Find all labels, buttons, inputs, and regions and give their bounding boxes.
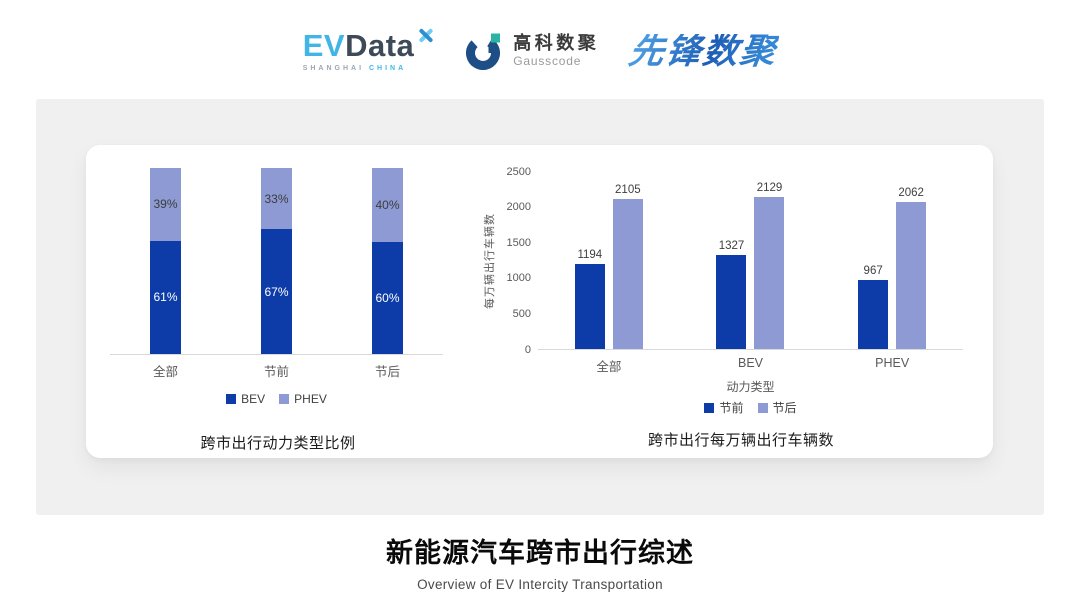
legend-label: PHEV bbox=[294, 392, 327, 406]
y-tick-label: 1000 bbox=[506, 272, 531, 285]
legend-item-节后: 节后 bbox=[757, 399, 797, 416]
bar bbox=[716, 254, 747, 349]
evdata-data-text: Data bbox=[345, 28, 415, 63]
bar-节前-BEV: 1327 bbox=[716, 239, 747, 349]
bar-value-label: 1194 bbox=[577, 249, 603, 261]
gausscode-g-icon bbox=[466, 33, 501, 70]
bar-value-label: 1327 bbox=[718, 239, 745, 252]
bar-group-全部: 1194 2105 bbox=[574, 184, 643, 349]
gausscode-en-name: Gausscode bbox=[513, 54, 582, 69]
bar-segment-BEV: 60% bbox=[372, 242, 403, 354]
bar-segment-BEV: 67% bbox=[261, 229, 292, 354]
stacked-bar-chart: 39% 61% 33% 67% 40% 60% 全部 节前 节后 BEV PHEV 跨市出行动力… bbox=[110, 168, 446, 453]
evdata-china-text: CHINA bbox=[369, 65, 407, 72]
x-category-label: 全部 bbox=[152, 365, 178, 379]
grouped-plot-column: 1194 2105 1327 2129 967 2062 全部 BEV PHEV 动力类型 节… bbox=[538, 172, 963, 416]
footer: 新能源汽车跨市出行综述 Overview of EV Intercity Tra… bbox=[0, 531, 1080, 592]
legend-item-节前: 节前 bbox=[704, 399, 744, 416]
segment-value-label: 61% bbox=[153, 290, 178, 305]
x-category-label: 全部 bbox=[596, 360, 622, 374]
bar bbox=[858, 280, 889, 349]
page-subtitle: Overview of EV Intercity Transportation bbox=[417, 577, 663, 592]
segment-value-label: 40% bbox=[375, 198, 400, 213]
stacked-plot-area: 39% 61% 33% 67% 40% 60% bbox=[110, 168, 443, 355]
y-axis-ticks: 0 500 1000 1500 2000 2500 bbox=[497, 166, 531, 355]
grouped-x-axis: 全部 BEV PHEV bbox=[538, 356, 963, 375]
bar-segment-PHEV: 33% bbox=[261, 168, 292, 230]
segment-value-label: 33% bbox=[264, 191, 289, 206]
stacked-legend: BEV PHEV bbox=[110, 392, 443, 406]
bar-group-BEV: 1327 2129 bbox=[716, 182, 785, 349]
x-category-label: PHEV bbox=[875, 356, 910, 370]
bar-节前-PHEV: 967 bbox=[858, 265, 889, 349]
bar bbox=[574, 264, 605, 349]
legend-swatch bbox=[226, 394, 237, 404]
evdata-tagline: SHANGHAI CHINA bbox=[303, 65, 435, 72]
gausscode-text: 高科数聚 Gausscode bbox=[513, 32, 600, 69]
bar bbox=[612, 199, 643, 349]
bar bbox=[754, 197, 785, 349]
grouped-chart-title: 跨市出行每万辆出行车辆数 bbox=[647, 432, 834, 449]
evdata-ev-text: EV bbox=[302, 28, 346, 63]
y-tick-label: 0 bbox=[524, 343, 531, 356]
stacked-bar-节后: 40% 60% bbox=[372, 168, 403, 354]
bar-segment-BEV: 61% bbox=[150, 240, 181, 354]
grouped-legend: 节前 节后 bbox=[538, 399, 963, 416]
segment-value-label: 67% bbox=[264, 284, 289, 299]
bar-节后-全部: 2105 bbox=[612, 184, 643, 349]
x-axis-label: 动力类型 bbox=[726, 380, 775, 394]
legend-item-PHEV: PHEV bbox=[279, 392, 327, 406]
header-logos: EV Data SHANGHAI CHINA 高科数聚 Gausscode 先锋数… bbox=[0, 20, 1080, 82]
evdata-wordmark: EV Data bbox=[302, 27, 435, 63]
legend-swatch bbox=[704, 402, 715, 413]
legend-swatch bbox=[279, 394, 290, 404]
bar-segment-PHEV: 40% bbox=[372, 168, 403, 243]
bar-value-label: 2129 bbox=[756, 182, 783, 195]
bar-value-label: 967 bbox=[863, 265, 883, 278]
grouped-plot-area: 1194 2105 1327 2129 967 2062 bbox=[538, 172, 963, 350]
y-tick-label: 500 bbox=[512, 307, 531, 320]
legend-swatch bbox=[757, 402, 768, 413]
y-tick-label: 2500 bbox=[506, 165, 531, 178]
charts-card: 39% 61% 33% 67% 40% 60% 全部 节前 节后 BEV PHEV 跨市出行动力… bbox=[86, 145, 993, 458]
bar-节后-BEV: 2129 bbox=[754, 182, 785, 349]
bar-节前-全部: 1194 bbox=[574, 249, 605, 349]
evdata-shanghai-text: SHANGHAI bbox=[302, 65, 365, 72]
evdata-x-icon bbox=[417, 27, 434, 44]
bar bbox=[896, 202, 927, 349]
segment-value-label: 60% bbox=[375, 291, 400, 306]
gausscode-logo: 高科数聚 Gausscode bbox=[464, 31, 599, 71]
stacked-bar-节前: 33% 67% bbox=[261, 168, 292, 354]
grouped-plot-row: 每万辆出行车辆数 0 500 1000 1500 2000 2500 1194 2105 13… bbox=[481, 166, 971, 416]
legend-label: 节后 bbox=[772, 401, 797, 415]
y-tick-label: 2000 bbox=[506, 201, 531, 214]
bar-value-label: 2062 bbox=[898, 187, 924, 200]
x-category-label: BEV bbox=[738, 356, 764, 370]
x-category-label: 节后 bbox=[374, 365, 400, 379]
legend-label: 节前 bbox=[719, 401, 744, 415]
x-category-label: 节前 bbox=[263, 365, 289, 379]
bar-value-label: 2105 bbox=[615, 184, 641, 197]
y-axis-label: 每万辆出行车辆数 bbox=[484, 213, 496, 309]
gausscode-cn-name: 高科数聚 bbox=[513, 32, 600, 53]
stacked-x-axis: 全部 节前 节后 bbox=[110, 361, 443, 380]
xianfeng-logo: 先锋数聚 bbox=[626, 31, 781, 71]
y-tick-label: 1500 bbox=[506, 236, 531, 249]
grouped-bar-chart: 每万辆出行车辆数 0 500 1000 1500 2000 2500 1194 2105 13… bbox=[481, 166, 971, 450]
legend-item-BEV: BEV bbox=[226, 392, 265, 406]
evdata-logo: EV Data SHANGHAI CHINA bbox=[302, 27, 435, 72]
segment-value-label: 39% bbox=[153, 197, 178, 212]
legend-label: BEV bbox=[241, 392, 266, 406]
stacked-chart-title: 跨市出行动力类型比例 bbox=[200, 435, 356, 452]
page-title: 新能源汽车跨市出行综述 bbox=[386, 538, 694, 568]
y-axis-label-box: 每万辆出行车辆数 bbox=[481, 172, 497, 350]
bar-节后-PHEV: 2062 bbox=[896, 187, 927, 349]
stacked-bar-全部: 39% 61% bbox=[150, 168, 181, 354]
bar-segment-PHEV: 39% bbox=[150, 168, 181, 241]
bar-group-PHEV: 967 2062 bbox=[858, 187, 927, 349]
report-panel: 39% 61% 33% 67% 40% 60% 全部 节前 节后 BEV PHEV 跨市出行动力… bbox=[36, 99, 1044, 515]
